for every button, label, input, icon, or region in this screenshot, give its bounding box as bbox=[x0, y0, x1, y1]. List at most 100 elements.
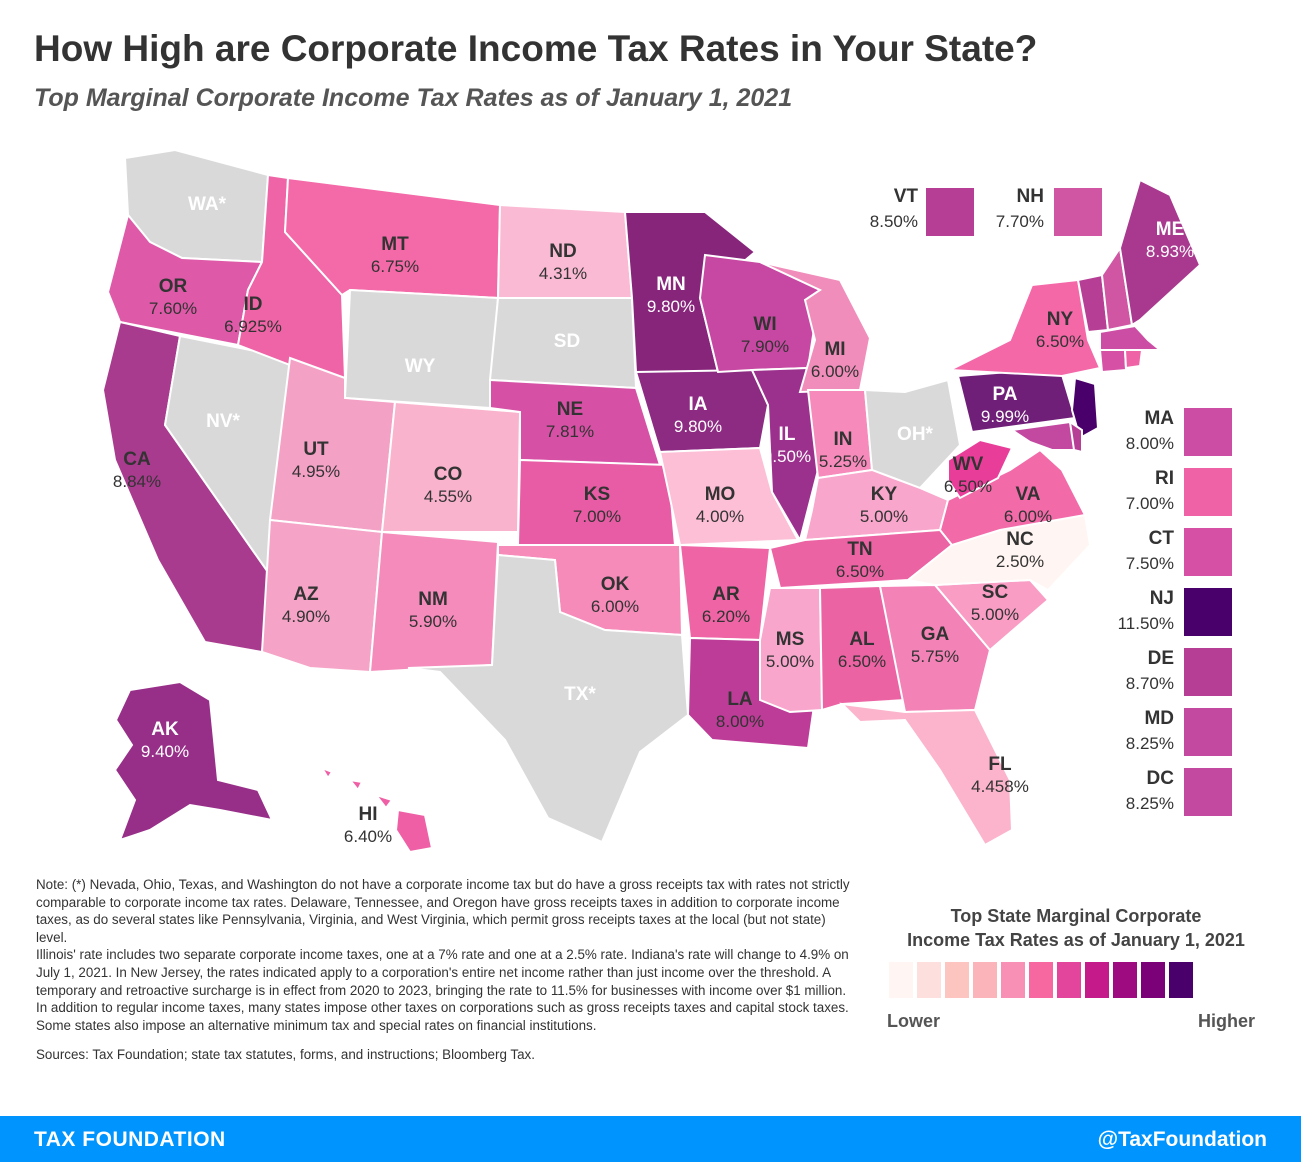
state-rate-co: 4.55% bbox=[424, 487, 472, 506]
page-subtitle: Top Marginal Corporate Income Tax Rates … bbox=[34, 84, 793, 112]
page-title: How High are Corporate Income Tax Rates … bbox=[34, 28, 1038, 69]
state-label-wv: WV bbox=[953, 454, 984, 475]
swatch-ri bbox=[1184, 468, 1232, 516]
callout-vt-abbr: VT bbox=[893, 186, 918, 207]
state-label-me: ME bbox=[1156, 219, 1185, 240]
state-rate-wi: 7.90% bbox=[741, 337, 789, 356]
state-fl bbox=[839, 702, 1014, 847]
state-rate-ia: 9.80% bbox=[674, 417, 722, 436]
state-wy bbox=[343, 288, 500, 410]
state-label-al: AL bbox=[849, 629, 875, 650]
state-label-ks: KS bbox=[584, 484, 610, 505]
state-rate-ga: 5.75% bbox=[911, 647, 959, 666]
state-label-ny: NY bbox=[1047, 309, 1074, 330]
state-label-nc: NC bbox=[1006, 529, 1034, 550]
state-label-ga: GA bbox=[921, 624, 950, 645]
state-label-hi: HI bbox=[359, 804, 378, 825]
callout-nj-abbr: NJ bbox=[1149, 588, 1174, 609]
state-rate-id: 6.925% bbox=[224, 317, 282, 336]
legend-swatch-6 bbox=[1029, 962, 1053, 998]
state-label-oh: OH* bbox=[897, 424, 934, 445]
callout-ri-rate: 7.00% bbox=[1125, 494, 1174, 513]
state-rate-ok: 6.00% bbox=[591, 597, 639, 616]
callout-nh-abbr: NH bbox=[1016, 186, 1044, 207]
legend-swatch-5 bbox=[1001, 962, 1025, 998]
legend-swatch-1 bbox=[889, 962, 913, 998]
callout-nh-rate: 7.70% bbox=[995, 212, 1044, 231]
state-rate-mn: 9.80% bbox=[647, 297, 695, 316]
state-rate-nm: 5.90% bbox=[409, 612, 457, 631]
state-rate-al: 6.50% bbox=[838, 652, 886, 671]
state-rate-ut: 4.95% bbox=[292, 462, 340, 481]
state-label-ut: UT bbox=[303, 439, 329, 460]
state-rate-in: 5.25% bbox=[819, 452, 867, 471]
state-rate-la: 8.00% bbox=[716, 712, 764, 731]
state-label-la: LA bbox=[727, 689, 753, 710]
state-hi bbox=[319, 765, 334, 780]
state-label-nv: NV* bbox=[206, 411, 240, 432]
state-label-sd: SD bbox=[554, 331, 580, 352]
state-label-mo: MO bbox=[705, 484, 736, 505]
state-md bbox=[1009, 420, 1077, 451]
state-label-ar: AR bbox=[712, 584, 740, 605]
state-label-ca: CA bbox=[123, 449, 151, 470]
legend-title-line2: Income Tax Rates as of January 1, 2021 bbox=[907, 930, 1245, 950]
legend-swatch-10 bbox=[1141, 962, 1165, 998]
state-rate-ca: 8.84% bbox=[113, 472, 161, 491]
state-label-or: OR bbox=[159, 276, 188, 297]
legend-swatch-2 bbox=[917, 962, 941, 998]
state-me bbox=[1118, 178, 1202, 327]
state-rate-fl: 4.458% bbox=[971, 777, 1029, 796]
state-rate-az: 4.90% bbox=[282, 607, 330, 626]
state-label-sc: SC bbox=[982, 582, 1009, 603]
state-mi bbox=[759, 261, 872, 394]
callout-vt-rate: 8.50% bbox=[869, 212, 918, 231]
state-hi-2 bbox=[347, 778, 364, 792]
state-label-wy: WY bbox=[405, 356, 436, 377]
callout-md-rate: 8.25% bbox=[1125, 734, 1174, 753]
state-nj bbox=[1070, 376, 1100, 440]
legend-title: Top State Marginal Corporate Income Tax … bbox=[876, 904, 1276, 952]
state-rate-ms: 5.00% bbox=[766, 652, 814, 671]
state-ga bbox=[878, 583, 992, 714]
state-hi-3 bbox=[373, 793, 394, 810]
legend-swatch-4 bbox=[973, 962, 997, 998]
swatch-ct bbox=[1184, 528, 1232, 576]
state-rate-or: 7.60% bbox=[149, 299, 197, 318]
state-label-ne: NE bbox=[557, 399, 583, 420]
state-rate-mi: 6.00% bbox=[811, 362, 859, 381]
callout-dc-rate: 8.25% bbox=[1125, 794, 1174, 813]
state-label-pa: PA bbox=[993, 384, 1018, 405]
callout-de-abbr: DE bbox=[1147, 648, 1174, 669]
swatch-md bbox=[1184, 708, 1232, 756]
swatch-nj bbox=[1184, 588, 1232, 636]
state-az bbox=[260, 518, 384, 674]
callout-ma-rate: 8.00% bbox=[1125, 434, 1174, 453]
state-label-co: CO bbox=[434, 464, 463, 485]
state-ct bbox=[1098, 349, 1128, 374]
legend-swatch-7 bbox=[1057, 962, 1081, 998]
swatch-ma bbox=[1184, 408, 1232, 456]
state-rate-ks: 7.00% bbox=[573, 507, 621, 526]
legend-swatch-3 bbox=[945, 962, 969, 998]
state-rate-wv: 6.50% bbox=[944, 477, 992, 496]
legend-lower-label: Lower bbox=[887, 1011, 941, 1031]
state-ri bbox=[1123, 349, 1144, 370]
state-rate-ne: 7.81% bbox=[546, 422, 594, 441]
state-rate-hi: 6.40% bbox=[344, 827, 392, 846]
state-label-mt: MT bbox=[381, 234, 409, 255]
state-ms bbox=[759, 587, 824, 714]
state-label-id: ID bbox=[244, 294, 263, 315]
footer-brand: TAX FOUNDATION bbox=[34, 1128, 226, 1151]
state-label-mi: MI bbox=[824, 339, 845, 360]
state-ny bbox=[946, 278, 1102, 378]
state-ma bbox=[1099, 324, 1163, 351]
state-rate-ar: 6.20% bbox=[702, 607, 750, 626]
state-rate-ky: 5.00% bbox=[860, 507, 908, 526]
state-label-mn: MN bbox=[656, 274, 686, 295]
state-label-ok: OK bbox=[601, 574, 630, 595]
callout-dc-abbr: DC bbox=[1146, 768, 1174, 789]
state-hi-4 bbox=[394, 808, 434, 854]
state-rate-nc: 2.50% bbox=[996, 552, 1044, 571]
